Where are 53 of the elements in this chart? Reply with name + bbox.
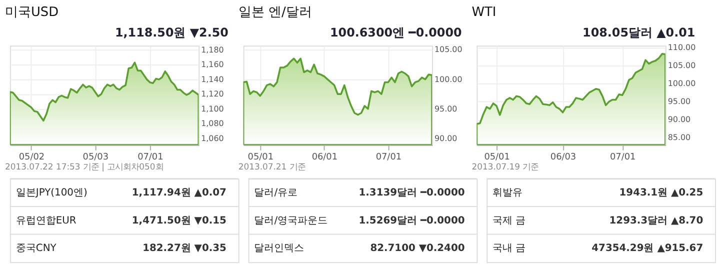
chart-title: 일본 엔/달러 xyxy=(238,4,312,20)
text: 100.6300엔 ━0.0000 xyxy=(330,26,462,40)
y-tick-label: 1,060 xyxy=(201,134,224,143)
text: 중국CNY xyxy=(16,243,58,254)
y-tick-label: 105.00 xyxy=(434,45,462,54)
x-tick-label: 07/01 xyxy=(138,152,164,162)
y-tick-label: 100.00 xyxy=(434,74,462,84)
y-tick-label: 1,100 xyxy=(201,104,224,114)
y-tick-label: 1,120 xyxy=(201,90,224,99)
text: 국제 금 xyxy=(492,215,526,226)
text: 82.7100 ▼0.2400 xyxy=(370,243,465,254)
x-tick-label: 05/03 xyxy=(82,152,108,162)
text: 1.3139달러 ━0.0000 xyxy=(358,188,465,199)
y-tick-label: 1,160 xyxy=(201,60,224,70)
y-tick-label: 1,140 xyxy=(201,74,224,84)
text: 2013.07.22 17:53 기준 | 고시회차050회 xyxy=(4,162,164,172)
text: 47354.29원 ▲915.67 xyxy=(592,243,704,254)
x-tick-label: 07/01 xyxy=(610,152,636,162)
text: 달러인덱스 xyxy=(254,243,304,254)
y-tick-label: 95.00 xyxy=(668,97,691,106)
x-tick-label: 05/01 xyxy=(484,152,510,162)
text: 일본JPY(100엔) xyxy=(16,188,88,199)
text: 1.5269달러 ━0.0000 xyxy=(358,215,465,226)
text: 휘발유 xyxy=(492,188,523,199)
x-tick-label: 05/02 xyxy=(18,152,45,162)
text: 1943.1원 ▲0.25 xyxy=(619,188,704,199)
x-tick-label: 05/01 xyxy=(248,152,274,162)
y-tick-label: 90.00 xyxy=(668,115,691,124)
text: 2013.07.19 기준 xyxy=(472,162,539,172)
text: 달러/영국파운드 xyxy=(254,215,328,226)
y-tick-label: 90.00 xyxy=(434,134,458,143)
text: 182.27원 ▼0.35 xyxy=(142,243,227,254)
y-tick-label: 85.00 xyxy=(668,133,691,142)
y-tick-label: 1,180 xyxy=(201,45,224,54)
y-tick-label: 110.00 xyxy=(668,42,696,52)
y-tick-label: 95.00 xyxy=(434,104,458,114)
text: 2013.07.21 기준 xyxy=(238,162,306,172)
text: 1,117.94원 ▲0.07 xyxy=(132,188,227,199)
text: 1,471.50원 ▼0.15 xyxy=(132,215,227,226)
text: 1293.3달러 ▲8.70 xyxy=(609,215,704,226)
text: 유럽연합EUR xyxy=(16,215,76,226)
text: 달러/유로 xyxy=(254,188,298,199)
text: 1,118.50원 ▼2.50 xyxy=(114,26,228,40)
x-tick-label: 07/01 xyxy=(376,152,402,162)
x-tick-label: 06/03 xyxy=(550,152,576,162)
chart-title: 미국USD xyxy=(4,4,59,20)
text: 108.05달러 ▲0.01 xyxy=(582,26,696,40)
y-tick-label: 1,080 xyxy=(201,119,224,128)
y-tick-label: 105.00 xyxy=(668,60,696,70)
y-tick-label: 100.00 xyxy=(668,79,696,88)
chart-title: WTI xyxy=(472,4,496,20)
x-tick-label: 06/01 xyxy=(312,152,338,162)
text: 국내 금 xyxy=(492,243,526,254)
